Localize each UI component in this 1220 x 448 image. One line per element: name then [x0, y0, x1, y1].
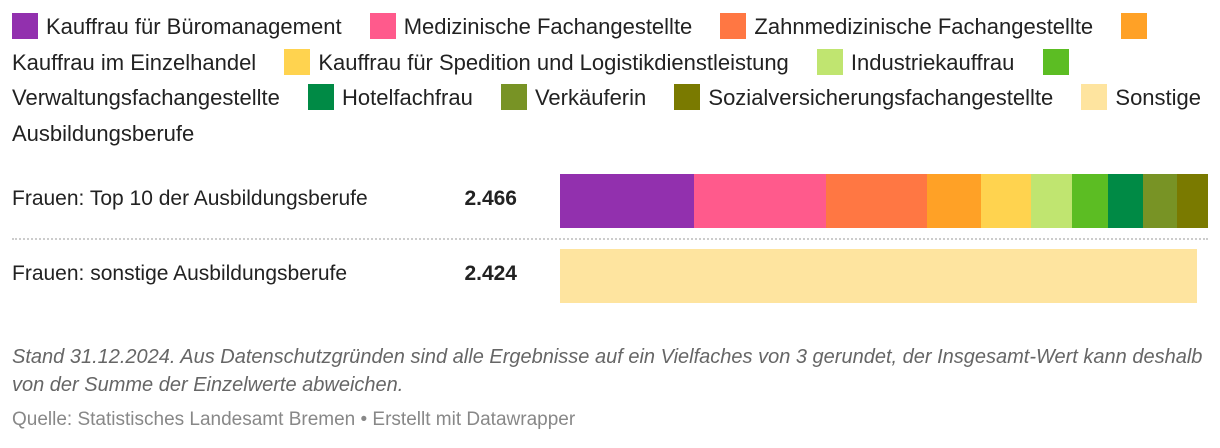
legend-swatch	[720, 13, 747, 39]
bar-segment	[1031, 174, 1072, 228]
legend-item: Sozialversicherungsfachangestellte	[674, 84, 1054, 110]
bar-segment	[1107, 174, 1144, 228]
row-total: 2.466	[464, 187, 517, 210]
legend-label: Kauffrau für Büromanagement	[46, 14, 342, 39]
legend-item: Medizinische Fachangestellte	[369, 13, 693, 39]
row-total: 2.424	[464, 262, 517, 285]
bar-segment	[926, 174, 981, 228]
row-label: Frauen: Top 10 der Ausbildungsberufe	[12, 187, 368, 210]
bar-segment	[980, 174, 1032, 228]
note: Stand 31.12.2024. Aus Datenschutzgründen…	[12, 346, 1203, 396]
legend-label: Medizinische Fachangestellte	[403, 14, 693, 39]
legend-label: Kauffrau für Spedition und Logistikdiens…	[318, 49, 789, 75]
separator	[12, 238, 1208, 240]
legend-label: Sozialversicherungsfachangestellte	[708, 85, 1054, 110]
legend-item: Kauffrau für Spedition und Logistikdiens…	[284, 48, 789, 75]
legend-label: Zahnmedizinische Fachangestellte	[754, 14, 1094, 39]
bar-segment	[560, 174, 694, 228]
legend-swatch	[284, 48, 311, 75]
legend-swatch	[369, 13, 396, 39]
source: Quelle: Statistisches Landesamt Bremen •…	[12, 409, 576, 430]
legend-item: Verwaltungsfachangestellte	[12, 48, 1077, 110]
legend-item: Verkäuferin	[500, 84, 647, 110]
legend-swatch	[674, 84, 701, 110]
legend: Kauffrau für Büromanagement Medizinische…	[12, 9, 1207, 151]
legend-swatch	[12, 13, 38, 39]
legend-item: Kauffrau im Einzelhandel	[12, 13, 1155, 75]
legend-swatch	[307, 84, 334, 110]
legend-item: Kauffrau für Büromanagement	[12, 13, 342, 39]
bar-segment	[826, 174, 927, 228]
legend-label: Industriekauffrau	[850, 49, 1015, 75]
legend-item: Industriekauffrau	[816, 48, 1015, 75]
legend-label: Verwaltungsfachangestellte	[12, 85, 280, 110]
legend-swatch	[1121, 13, 1148, 39]
row-label: Frauen: sonstige Ausbildungsberufe	[12, 262, 348, 285]
legend-item: Sonstige Ausbildungsberufe	[12, 84, 1202, 146]
bar-segment	[1071, 174, 1108, 228]
legend-item: Hotelfachfrau	[307, 84, 473, 110]
legend-swatch	[816, 48, 843, 75]
legend-label: Verkäuferin	[534, 85, 647, 110]
legend-item: Zahnmedizinische Fachangestellte	[720, 13, 1094, 39]
bar-segment	[1143, 174, 1178, 228]
legend-swatch	[1042, 48, 1069, 75]
legend-swatch	[500, 84, 527, 110]
bar-segment	[560, 249, 1197, 303]
legend-label: Kauffrau im Einzelhandel	[12, 49, 257, 75]
legend-label: Hotelfachfrau	[341, 85, 473, 110]
bar-segment	[694, 174, 827, 228]
legend-label: Sonstige Ausbildungsberufe	[12, 85, 1202, 146]
bar-segment	[1177, 174, 1208, 228]
legend-swatch	[1081, 84, 1108, 110]
